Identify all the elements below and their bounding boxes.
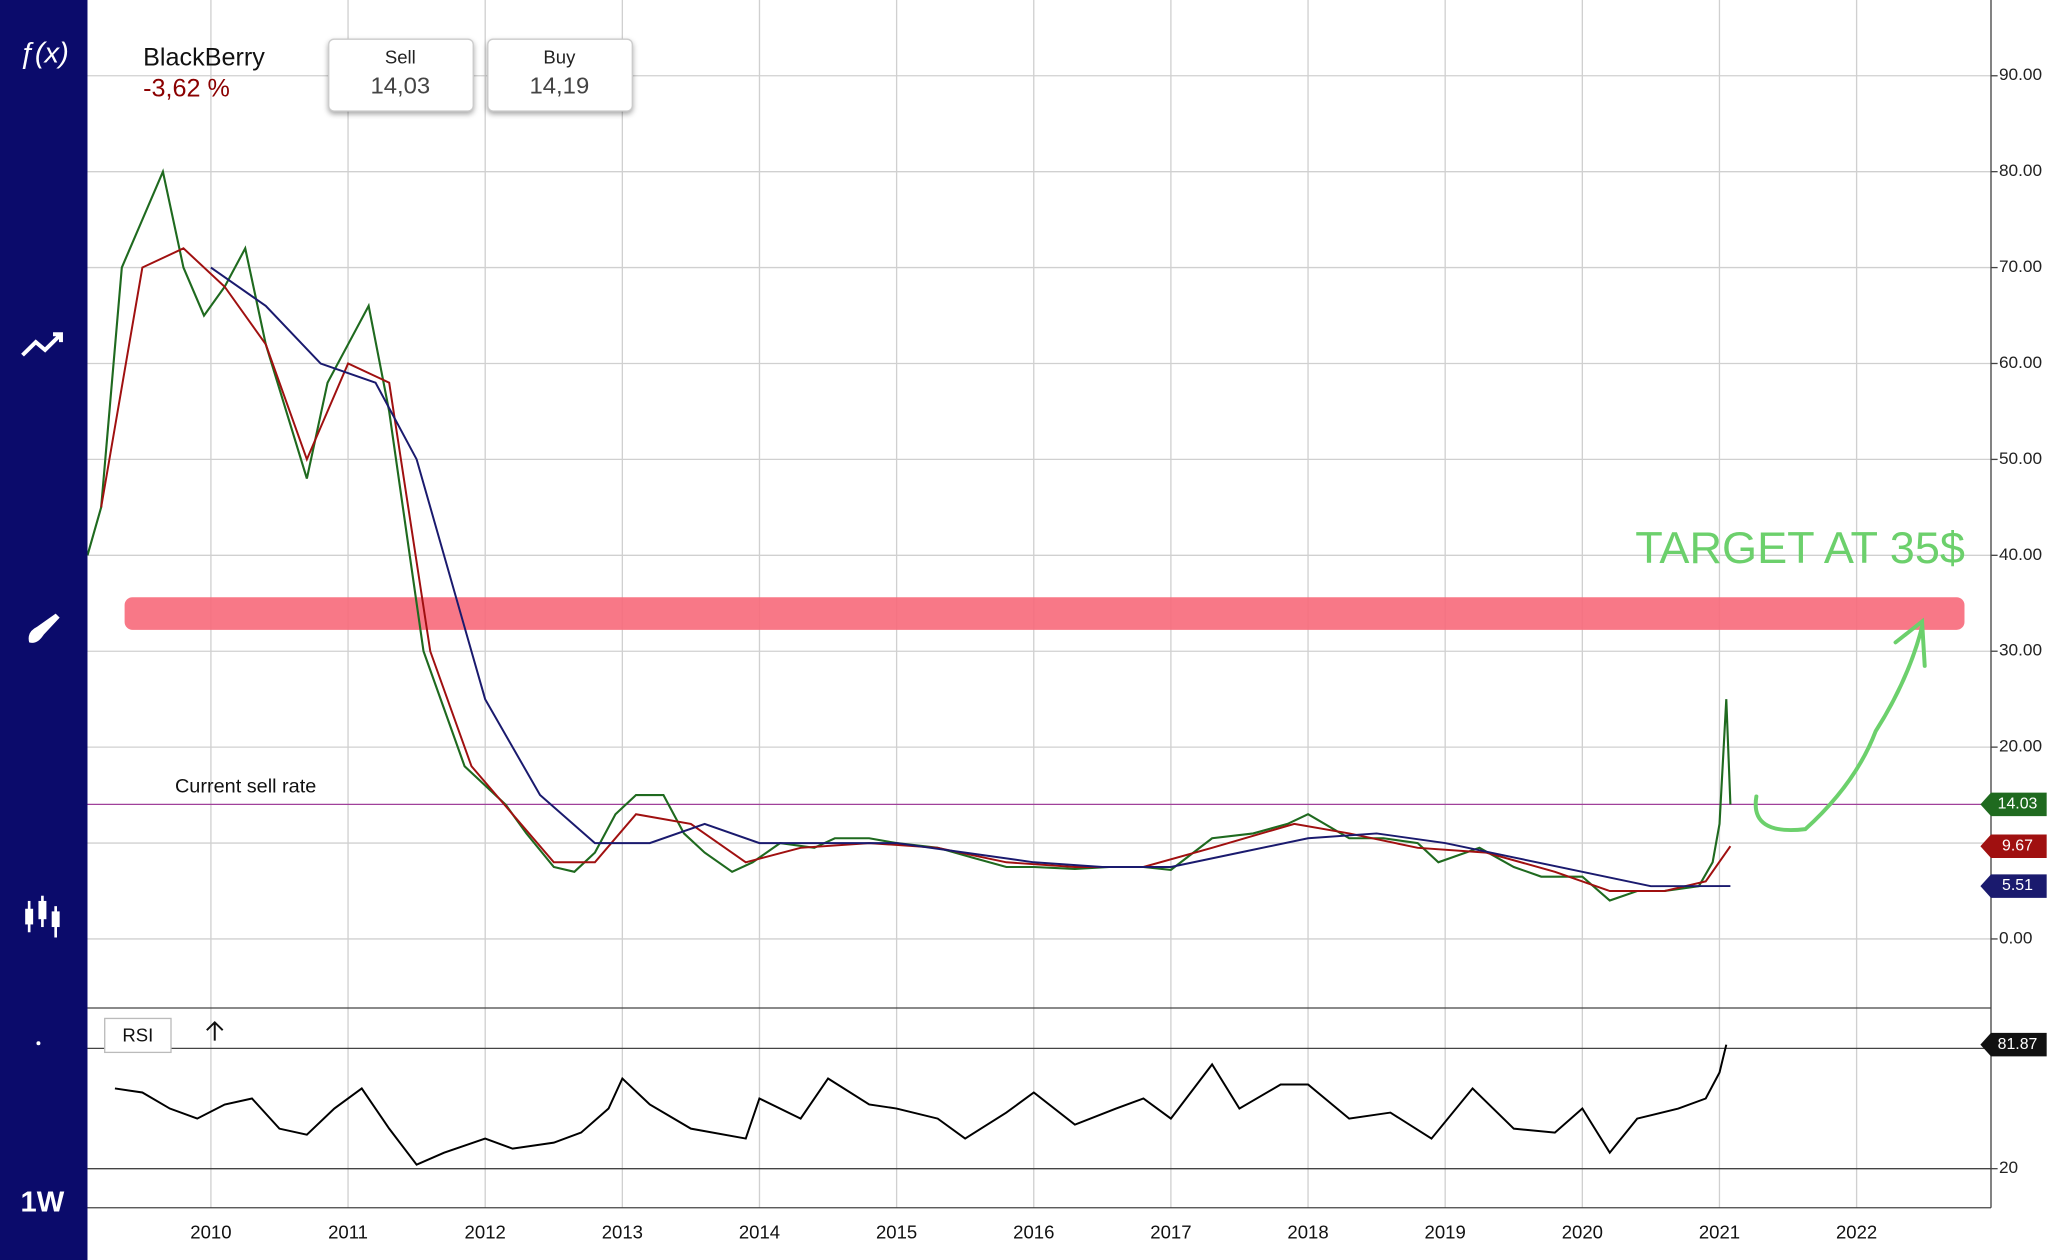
current-rate-label: Current sell rate [175, 776, 316, 798]
y-tick-label: 40.00 [1999, 545, 2042, 564]
expand-button[interactable] [206, 1020, 224, 1041]
y-tick-label: 20.00 [1999, 737, 2042, 756]
x-tick-label: 2014 [739, 1222, 780, 1243]
chart-type-button[interactable] [25, 895, 60, 938]
target-band [124, 597, 1965, 630]
series-line [210, 266, 1731, 888]
symbol-name: BlackBerry [143, 43, 265, 71]
x-tick-label: 2011 [328, 1222, 368, 1243]
price-tag [1980, 792, 2047, 817]
series-line [114, 1044, 1728, 1166]
x-tick-label: 2021 [1699, 1222, 1740, 1243]
target-annotation: TARGET AT 35$ [1635, 525, 1965, 574]
price-tag [1980, 1032, 2047, 1057]
y-tick-label: 80.00 [1999, 161, 2042, 180]
y-tick-label: 50.00 [1999, 449, 2042, 468]
price-tag [1980, 834, 2047, 858]
x-tick-label: 2019 [1425, 1222, 1466, 1243]
x-tick-label: 2012 [465, 1222, 506, 1243]
x-tick-label: 2022 [1836, 1222, 1877, 1243]
sell-price: 14,03 [370, 74, 430, 100]
rsi-title: RSI [122, 1025, 153, 1046]
y-tick-label: 30.00 [1999, 641, 2042, 660]
y-tick-label: 60.00 [1999, 353, 2042, 372]
x-tick-label: 2020 [1562, 1222, 1603, 1243]
x-tick-label: 2018 [1287, 1222, 1328, 1243]
timeframe-button[interactable]: 1W [21, 1187, 65, 1219]
price-tag-label: 81.87 [1998, 1036, 2038, 1053]
buy-label: Buy [543, 47, 576, 68]
price-tag-label: 9.67 [2002, 837, 2033, 854]
hand-drawn-arrow [1753, 617, 1927, 832]
series-line [100, 247, 1732, 892]
buy-button[interactable] [487, 38, 633, 112]
y-tick-label: 0.00 [1999, 929, 2033, 948]
y-tick-label: 70.00 [1999, 257, 2042, 276]
price-tag [1980, 874, 2047, 898]
plot [86, 168, 1992, 1166]
x-tick-label: 2010 [190, 1222, 231, 1243]
x-tick-label: 2015 [876, 1222, 917, 1243]
y-tick-label: 90.00 [1999, 65, 2042, 84]
indicator-button[interactable] [21, 332, 63, 357]
sell-label: Sell [385, 47, 416, 68]
price-tag-label: 5.51 [2002, 877, 2033, 894]
price-change: -3,62 % [143, 75, 230, 103]
price-tag-label: 14.03 [1998, 796, 2038, 813]
sell-button[interactable] [328, 38, 474, 112]
rsi-tab[interactable] [104, 1017, 172, 1054]
function-button[interactable]: ƒ(x) [19, 38, 69, 70]
drawing-button[interactable] [28, 613, 60, 643]
x-tick-label: 2013 [602, 1222, 643, 1243]
dot [36, 1041, 41, 1046]
x-tick-label: 2016 [1013, 1222, 1054, 1243]
y-tick-label: 20 [1999, 1158, 2018, 1177]
x-tick-label: 2017 [1150, 1222, 1191, 1243]
buy-price: 14,19 [530, 74, 590, 100]
